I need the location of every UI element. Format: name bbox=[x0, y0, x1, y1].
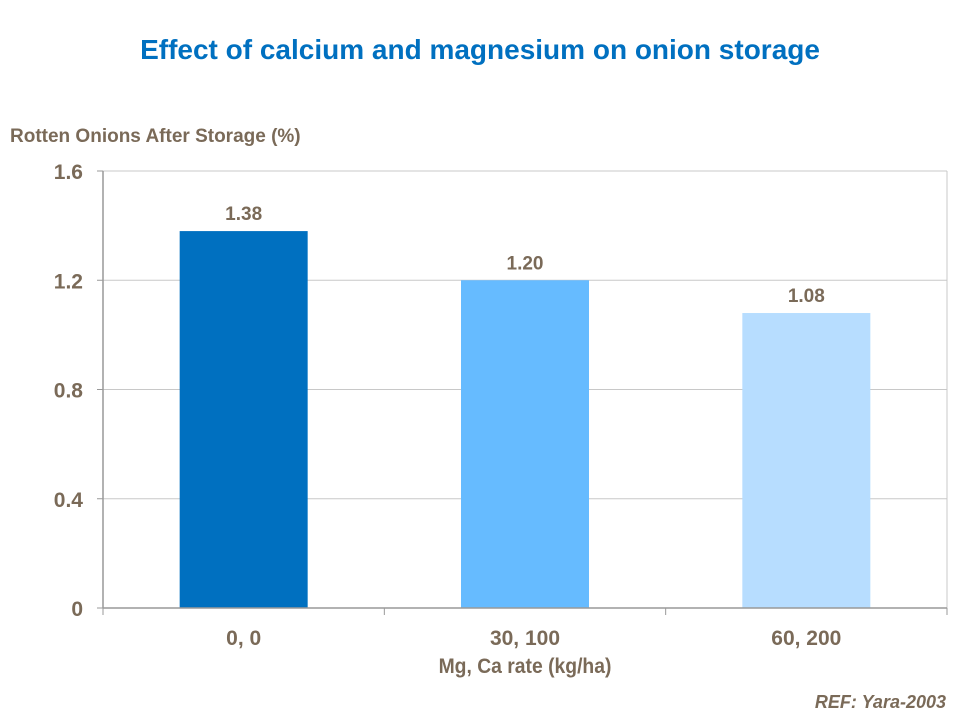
y-tick-label: 1.6 bbox=[54, 161, 83, 184]
x-tick-label: 30, 100 bbox=[490, 627, 560, 650]
x-tick-label: 60, 200 bbox=[771, 627, 841, 650]
y-tick-label: 0.4 bbox=[54, 489, 84, 512]
y-tick-label: 1.2 bbox=[54, 270, 83, 293]
y-tick-label: 0.8 bbox=[54, 380, 84, 403]
reference-note: REF: Yara-2003 bbox=[814, 692, 946, 712]
y-tick-label: 0 bbox=[71, 598, 83, 621]
chart-title: Effect of calcium and magnesium on onion… bbox=[140, 34, 820, 65]
x-axis-label: Mg, Ca rate (kg/ha) bbox=[438, 655, 612, 678]
bar bbox=[179, 231, 308, 608]
bar bbox=[742, 313, 871, 608]
data-label: 1.38 bbox=[225, 204, 262, 225]
bar bbox=[461, 280, 589, 608]
y-axis-label: Rotten Onions After Storage (%) bbox=[10, 126, 301, 147]
x-tick-label: 0, 0 bbox=[226, 627, 261, 650]
data-label: 1.20 bbox=[507, 253, 544, 274]
data-label: 1.08 bbox=[788, 286, 825, 307]
